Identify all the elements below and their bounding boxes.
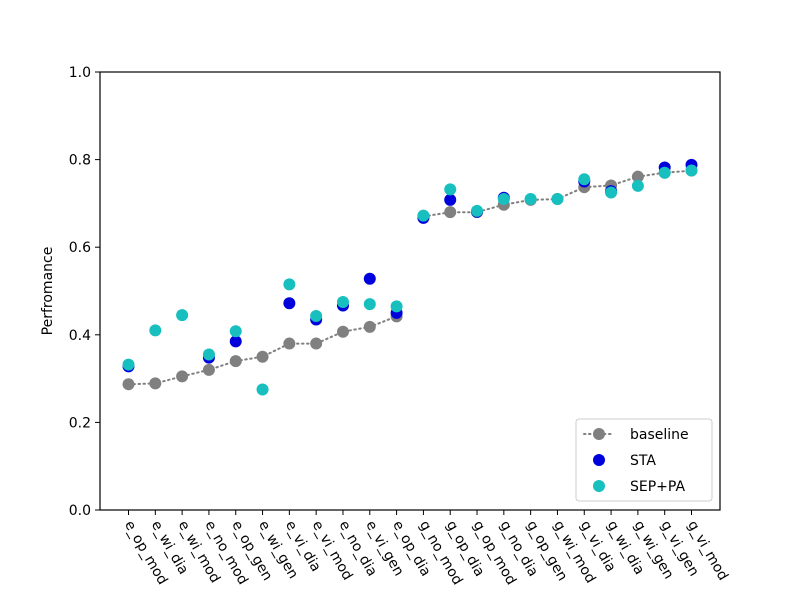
legend: baseline STA SEP+PA (575, 418, 713, 502)
data-point (229, 325, 242, 338)
data-point (417, 209, 430, 222)
data-point (283, 337, 296, 350)
data-point (336, 325, 349, 338)
data-point (444, 206, 457, 219)
legend-marker (593, 428, 605, 440)
data-point (578, 173, 591, 186)
y-tick-label: 0.8 (69, 153, 91, 169)
y-tick-label: 0.6 (69, 240, 91, 256)
data-point (444, 183, 457, 196)
x-axis: e_op_mode_wi_diae_wi_mode_no_mode_op_gen… (121, 510, 731, 588)
data-point (363, 298, 376, 311)
legend-item: baseline (583, 427, 689, 443)
data-point (283, 297, 296, 310)
data-point (336, 295, 349, 308)
y-tick-label: 0.2 (69, 415, 91, 431)
legend-label: STA (630, 453, 656, 469)
data-point (631, 170, 644, 183)
data-point (363, 272, 376, 285)
y-tick-label: 0.4 (69, 328, 91, 344)
data-point (256, 383, 269, 396)
data-point (202, 363, 215, 376)
data-point (283, 278, 296, 291)
legend-marker (593, 454, 605, 466)
data-point (176, 370, 189, 383)
series-sep-pa (122, 164, 698, 396)
data-point (390, 300, 403, 313)
plot-frame (99, 71, 721, 511)
data-point (149, 377, 162, 390)
data-point (256, 350, 269, 363)
y-tick-label: 1.0 (69, 65, 91, 81)
data-point (631, 179, 644, 192)
data-point (149, 324, 162, 337)
data-point (685, 164, 698, 177)
data-point (658, 166, 671, 179)
data-point (363, 320, 376, 333)
data-point (310, 337, 323, 350)
legend-item: STA (593, 453, 656, 469)
data-point (122, 378, 135, 391)
y-tick-label: 0.0 (69, 503, 91, 519)
series-line (127, 315, 398, 386)
y-axis: 0.0 0.2 0.4 0.6 0.8 1.0 (69, 65, 100, 519)
legend-label: baseline (630, 427, 689, 443)
legend-label: SEP+PA (630, 479, 685, 495)
data-point (497, 193, 510, 206)
data-point (605, 186, 618, 199)
data-point (524, 193, 537, 206)
data-point (176, 309, 189, 322)
legend-marker (593, 480, 605, 492)
y-axis-label: Perfromance (40, 247, 56, 336)
data-point (551, 193, 564, 206)
data-point (310, 309, 323, 322)
data-point (229, 355, 242, 368)
data-point (471, 204, 484, 217)
data-point (202, 348, 215, 361)
plot-series (122, 158, 698, 396)
data-point (229, 335, 242, 348)
data-point (122, 358, 135, 371)
legend-box (575, 418, 713, 502)
legend-item: SEP+PA (593, 479, 685, 495)
data-point (444, 193, 457, 206)
